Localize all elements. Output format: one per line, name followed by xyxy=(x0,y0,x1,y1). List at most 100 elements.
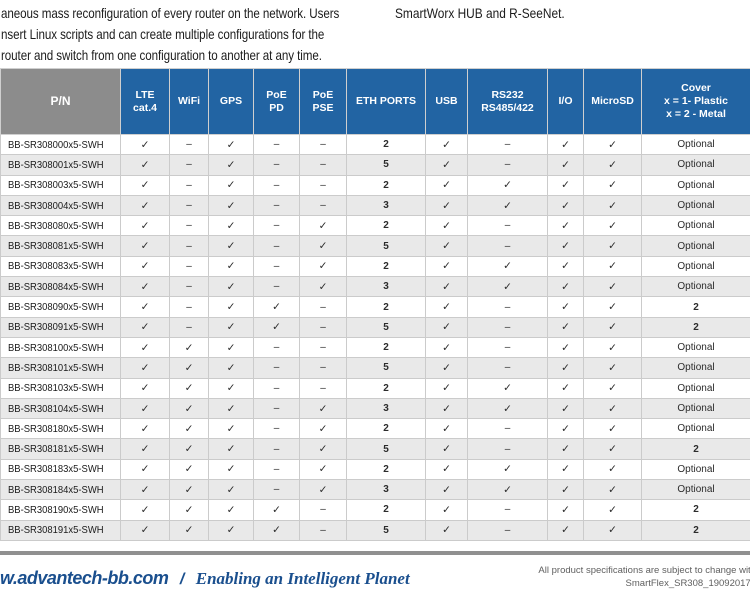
check-icon: ✓ xyxy=(208,499,254,521)
footer-website-link[interactable]: w.advantech-bb.com xyxy=(0,568,169,588)
check-icon: ✓ xyxy=(425,357,468,379)
check-icon: ✓ xyxy=(120,438,170,460)
column-header-gps: GPS xyxy=(208,68,254,135)
check-icon: ✓ xyxy=(467,377,548,399)
dash-icon: – xyxy=(467,336,548,359)
dash-icon: – xyxy=(299,174,347,196)
check-icon: ✓ xyxy=(547,519,584,541)
column-header-poe-pd: PoE PD xyxy=(253,68,300,135)
dash-icon: – xyxy=(299,154,347,176)
part-number: BB-SR308183x5-SWH xyxy=(8,463,104,476)
dash-icon: – xyxy=(467,154,548,176)
dash-icon: – xyxy=(169,215,209,237)
check-icon: ✓ xyxy=(169,519,209,541)
check-icon: ✓ xyxy=(583,296,642,318)
cell-eth-ports: 2 xyxy=(346,418,426,440)
cell-eth-ports: 3 xyxy=(346,479,426,501)
check-icon: ✓ xyxy=(425,519,468,541)
cell-part-number: BB-SR308183x5-SWH xyxy=(0,458,121,481)
check-icon: ✓ xyxy=(208,519,254,541)
cell-cover: 2 xyxy=(641,519,750,541)
column-header-poe-pse: PoE PSE xyxy=(299,68,347,135)
check-icon: ✓ xyxy=(425,377,468,399)
check-icon: ✓ xyxy=(208,418,254,440)
dash-icon: – xyxy=(299,519,347,541)
check-icon: ✓ xyxy=(425,215,468,237)
check-icon: ✓ xyxy=(169,438,209,460)
column-header-microsd: MicroSD xyxy=(583,68,642,135)
column-header-wifi: WiFi xyxy=(169,68,209,135)
check-icon: ✓ xyxy=(120,519,170,541)
check-icon: ✓ xyxy=(425,296,468,318)
check-icon: ✓ xyxy=(169,418,209,440)
part-number: BB-SR308190x5-SWH xyxy=(8,503,104,516)
check-icon: ✓ xyxy=(547,296,584,318)
part-number: BB-SR308081x5-SWH xyxy=(8,240,104,253)
part-number: BB-SR308191x5-SWH xyxy=(8,524,104,537)
dash-icon: – xyxy=(253,479,300,501)
check-icon: ✓ xyxy=(208,316,254,338)
check-icon: ✓ xyxy=(583,458,642,481)
check-icon: ✓ xyxy=(208,336,254,359)
check-icon: ✓ xyxy=(547,418,584,440)
cell-eth-ports: 5 xyxy=(346,235,426,257)
check-icon: ✓ xyxy=(583,235,642,257)
check-icon: ✓ xyxy=(547,154,584,176)
table-row: BB-SR308183x5-SWH ✓ ✓ ✓ – ✓ 2 ✓ ✓ ✓ ✓ Optional xyxy=(0,458,750,481)
check-icon: ✓ xyxy=(547,255,584,278)
check-icon: ✓ xyxy=(120,154,170,176)
check-icon: ✓ xyxy=(208,357,254,379)
cell-cover: Optional xyxy=(641,276,750,298)
table-row: BB-SR308104x5-SWH ✓ ✓ ✓ – ✓ 3 ✓ ✓ ✓ ✓ Optional xyxy=(0,397,750,420)
footer-tagline: Enabling an Intelligent Planet xyxy=(195,569,410,588)
check-icon: ✓ xyxy=(299,215,347,237)
cell-eth-ports: 2 xyxy=(346,458,426,481)
dash-icon: – xyxy=(253,276,300,298)
cell-eth-ports: 5 xyxy=(346,357,426,379)
column-header-io: I/O xyxy=(547,68,584,135)
cell-cover: 2 xyxy=(641,499,750,521)
check-icon: ✓ xyxy=(299,418,347,440)
cell-part-number: BB-SR308180x5-SWH xyxy=(0,418,121,440)
check-icon: ✓ xyxy=(547,235,584,257)
cell-part-number: BB-SR308104x5-SWH xyxy=(0,397,121,420)
check-icon: ✓ xyxy=(253,519,300,541)
intro-line-2: nsert Linux scripts and can create multi… xyxy=(1,26,325,42)
part-number: BB-SR308184x5-SWH xyxy=(8,483,104,496)
dash-icon: – xyxy=(467,438,548,460)
check-icon: ✓ xyxy=(547,194,584,217)
table-header-row: P/N LTE cat.4 WiFi GPS PoE PD PoE PSE ETH PORT… xyxy=(0,68,750,135)
dash-icon: – xyxy=(467,316,548,338)
dash-icon: – xyxy=(253,397,300,420)
check-icon: ✓ xyxy=(253,296,300,318)
table-row: BB-SR308083x5-SWH ✓ – ✓ – ✓ 2 ✓ ✓ ✓ ✓ Optional xyxy=(0,255,750,278)
cell-part-number: BB-SR308181x5-SWH xyxy=(0,438,121,460)
cell-eth-ports: 3 xyxy=(346,397,426,420)
check-icon: ✓ xyxy=(425,154,468,176)
cell-cover: Optional xyxy=(641,357,750,379)
check-icon: ✓ xyxy=(583,499,642,521)
check-icon: ✓ xyxy=(299,255,347,278)
dash-icon: – xyxy=(169,296,209,318)
part-number: BB-SR308103x5-SWH xyxy=(8,382,104,395)
check-icon: ✓ xyxy=(299,235,347,257)
dash-icon: – xyxy=(169,276,209,298)
table-body: BB-SR308000x5-SWH ✓ – ✓ – –2 ✓ – ✓ ✓ Optional BB-SR… xyxy=(0,133,750,541)
table-row: BB-SR308100x5-SWH ✓ ✓ ✓ – –2 ✓ – ✓ ✓ Optional xyxy=(0,336,750,359)
footer-slash-separator: / xyxy=(179,571,185,588)
dash-icon: – xyxy=(467,235,548,257)
check-icon: ✓ xyxy=(299,458,347,481)
footer-branding: w.advantech-bb.com / Enabling an Intelli… xyxy=(0,568,410,589)
cell-cover: Optional xyxy=(641,235,750,257)
dash-icon: – xyxy=(299,377,347,399)
dash-icon: – xyxy=(253,215,300,237)
check-icon: ✓ xyxy=(547,458,584,481)
column-header-cover: Cover x = 1- Plastic x = 2 - Metal xyxy=(641,68,750,135)
check-icon: ✓ xyxy=(547,276,584,298)
check-icon: ✓ xyxy=(467,479,548,501)
check-icon: ✓ xyxy=(120,418,170,440)
dash-icon: – xyxy=(169,255,209,278)
check-icon: ✓ xyxy=(169,397,209,420)
part-number: BB-SR308100x5-SWH xyxy=(8,341,104,354)
dash-icon: – xyxy=(253,174,300,196)
